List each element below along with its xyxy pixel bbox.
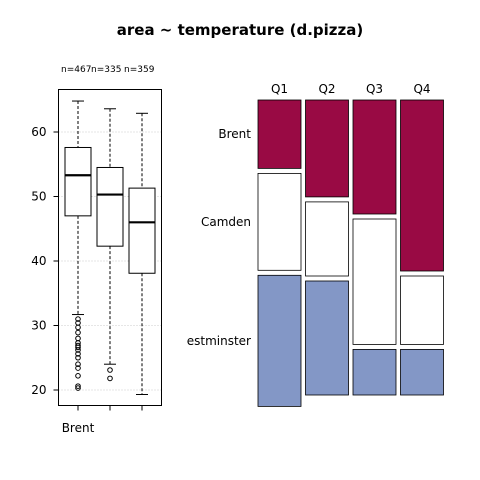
boxplot-groups bbox=[64, 100, 156, 396]
mosaic-column-label: Q4 bbox=[413, 82, 430, 96]
mosaic-column-labels: Q1 Q2 Q3 Q4 bbox=[271, 82, 431, 96]
mosaic-tile bbox=[257, 172, 302, 271]
boxplot-y-axis: 20 30 40 50 60 bbox=[31, 125, 59, 397]
group-count-labels: n=467 n=335 n=359 bbox=[61, 65, 155, 75]
chart-title: area ~ temperature (d.pizza) bbox=[117, 21, 363, 39]
mosaic-row-label: Brent bbox=[218, 127, 251, 141]
mosaic-tile bbox=[352, 218, 397, 345]
mosaic-tile bbox=[400, 275, 444, 345]
outlier-point bbox=[75, 361, 81, 368]
outlier-point bbox=[75, 344, 81, 351]
mosaic-tile bbox=[257, 274, 302, 407]
y-tick-label: 50 bbox=[31, 190, 46, 204]
boxplot-group bbox=[64, 100, 92, 391]
outlier-point bbox=[75, 335, 81, 342]
group-count-label: n=359 bbox=[124, 65, 155, 75]
mosaic-tile bbox=[400, 99, 444, 272]
mosaic-tile bbox=[305, 99, 349, 198]
box-iqr bbox=[64, 146, 92, 217]
outlier-point bbox=[75, 324, 81, 331]
mosaic-tile bbox=[305, 280, 349, 396]
outlier-point bbox=[75, 385, 81, 391]
outlier-point bbox=[75, 383, 81, 389]
outlier-point bbox=[75, 347, 81, 353]
y-tick-label: 20 bbox=[31, 383, 46, 397]
outlier-point bbox=[75, 351, 81, 357]
group-count-label: n=335 bbox=[91, 65, 121, 75]
mosaic-tiles bbox=[257, 99, 444, 407]
y-tick-label: 30 bbox=[31, 319, 46, 333]
box-iqr bbox=[96, 166, 124, 247]
outlier-point bbox=[107, 375, 113, 382]
boxplot-group bbox=[128, 112, 156, 396]
mosaic-tile bbox=[352, 348, 397, 396]
mosaic-row-label: Camden bbox=[201, 215, 251, 229]
mosaic-tile bbox=[400, 348, 444, 396]
mosaic-tile bbox=[352, 99, 397, 215]
boxplot-group bbox=[96, 108, 124, 382]
group-count-label: n=467 bbox=[61, 65, 91, 75]
boxplot-panel: n=467 n=335 n=359 20 30 40 50 60 Brent bbox=[31, 65, 162, 435]
outlier-point bbox=[75, 316, 81, 322]
mosaic-column-label: Q3 bbox=[366, 82, 383, 96]
outlier-point bbox=[107, 367, 113, 373]
outlier-point bbox=[75, 373, 81, 379]
boxplot-x-axis: Brent bbox=[62, 405, 143, 435]
mosaic-row-labels: Brent Camden estminster bbox=[187, 127, 252, 348]
y-tick-label: 60 bbox=[31, 125, 46, 139]
y-tick-label: 40 bbox=[31, 254, 46, 268]
mosaic-tile bbox=[305, 201, 349, 277]
box-iqr bbox=[128, 187, 156, 274]
x-tick-label: Brent bbox=[62, 421, 95, 435]
mosaic-column-label: Q1 bbox=[271, 82, 288, 96]
mosaic-column-label: Q2 bbox=[318, 82, 335, 96]
outlier-point bbox=[75, 329, 81, 336]
mosaic-tile bbox=[257, 99, 302, 169]
outlier-point bbox=[75, 365, 81, 371]
outlier-point bbox=[75, 354, 81, 361]
mosaic-row-label: estminster bbox=[187, 334, 251, 348]
mosaic-panel: Q1 Q2 Q3 Q4 Brent Camden estminster bbox=[187, 82, 444, 407]
